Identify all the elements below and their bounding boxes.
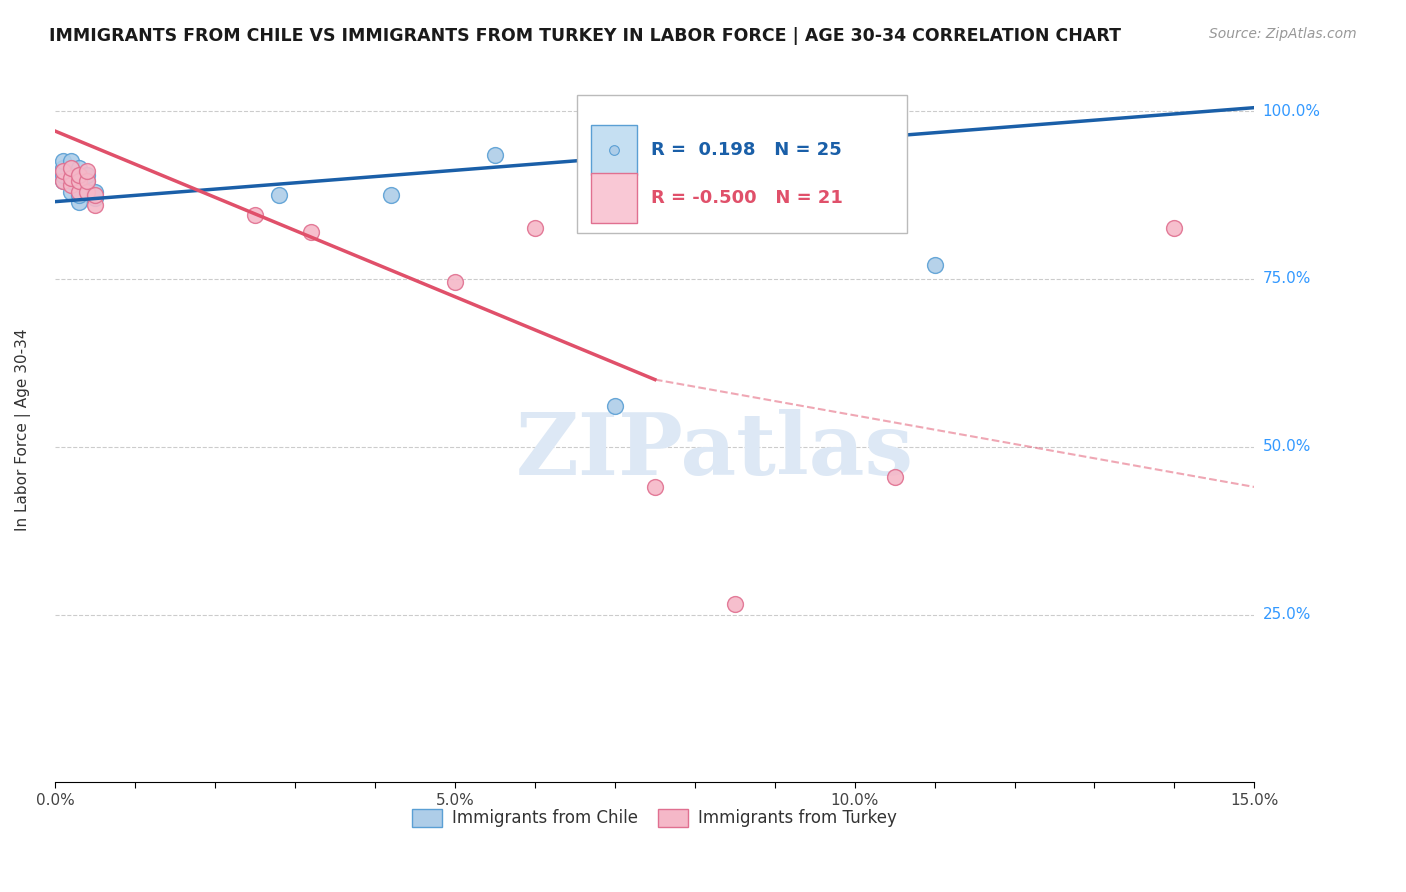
Point (84, 185, 107, 199)
Point (603, 400, 626, 414)
Point (67, 185, 90, 199)
Point (52, 154, 75, 169)
Point (76, 164, 98, 178)
Text: 100.0%: 100.0% (1263, 103, 1320, 119)
Point (76, 185, 98, 199)
Point (52, 164, 75, 178)
Point (299, 225, 322, 239)
Point (269, 188, 291, 202)
Point (60, 154, 83, 169)
Point (84, 191, 107, 205)
Point (1163, 221, 1185, 235)
Point (60, 168, 83, 182)
Y-axis label: In Labor Force | Age 30-34: In Labor Force | Age 30-34 (15, 328, 31, 531)
Point (883, 470, 905, 484)
Point (60, 185, 83, 199)
Point (60, 178, 83, 192)
Text: IMMIGRANTS FROM CHILE VS IMMIGRANTS FROM TURKEY IN LABOR FORCE | AGE 30-34 CORRE: IMMIGRANTS FROM CHILE VS IMMIGRANTS FROM… (49, 27, 1121, 45)
Point (67, 188, 90, 202)
Point (644, 480, 666, 494)
Text: 25.0%: 25.0% (1263, 607, 1310, 622)
FancyBboxPatch shape (576, 95, 907, 233)
Point (67, 174, 90, 188)
Point (67, 185, 90, 199)
FancyBboxPatch shape (592, 126, 637, 175)
Point (67, 174, 90, 188)
Point (243, 208, 266, 222)
FancyBboxPatch shape (592, 173, 637, 223)
Point (67, 168, 90, 182)
Point (52, 161, 75, 175)
Point (67, 168, 90, 182)
Text: 75.0%: 75.0% (1263, 271, 1310, 286)
Point (380, 188, 402, 202)
Point (67, 194, 90, 209)
Point (724, 598, 747, 612)
Point (523, 221, 546, 235)
Text: ZIPatlas: ZIPatlas (516, 409, 914, 493)
Point (76, 174, 98, 188)
Point (60, 174, 83, 188)
Point (84, 188, 107, 202)
Point (60, 161, 83, 175)
Point (484, 147, 506, 161)
Text: R =  0.198   N = 25: R = 0.198 N = 25 (651, 141, 842, 159)
Point (52, 174, 75, 188)
Text: 50.0%: 50.0% (1263, 439, 1310, 454)
Point (84, 198, 107, 212)
Point (52, 174, 75, 188)
Text: R = -0.500   N = 21: R = -0.500 N = 21 (651, 189, 844, 207)
Text: Source: ZipAtlas.com: Source: ZipAtlas.com (1209, 27, 1357, 41)
Point (444, 275, 467, 289)
Point (60, 161, 83, 175)
Point (60, 171, 83, 186)
Point (76, 168, 98, 182)
Point (67, 161, 90, 175)
Point (76, 174, 98, 188)
Point (52, 168, 75, 182)
Point (76, 185, 98, 199)
Legend: Immigrants from Chile, Immigrants from Turkey: Immigrants from Chile, Immigrants from T… (406, 802, 904, 834)
Point (924, 259, 946, 273)
